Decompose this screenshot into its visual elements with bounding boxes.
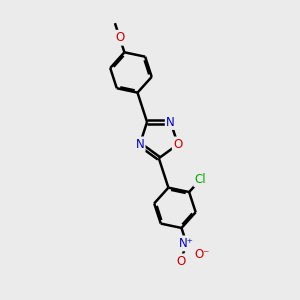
- Text: O: O: [176, 255, 185, 268]
- Text: O: O: [173, 138, 182, 151]
- Text: O: O: [115, 31, 124, 44]
- Text: N: N: [166, 116, 175, 128]
- Text: O⁻: O⁻: [194, 248, 210, 261]
- Text: Cl: Cl: [195, 173, 206, 186]
- Text: N⁺: N⁺: [179, 237, 194, 250]
- Text: N: N: [135, 138, 144, 151]
